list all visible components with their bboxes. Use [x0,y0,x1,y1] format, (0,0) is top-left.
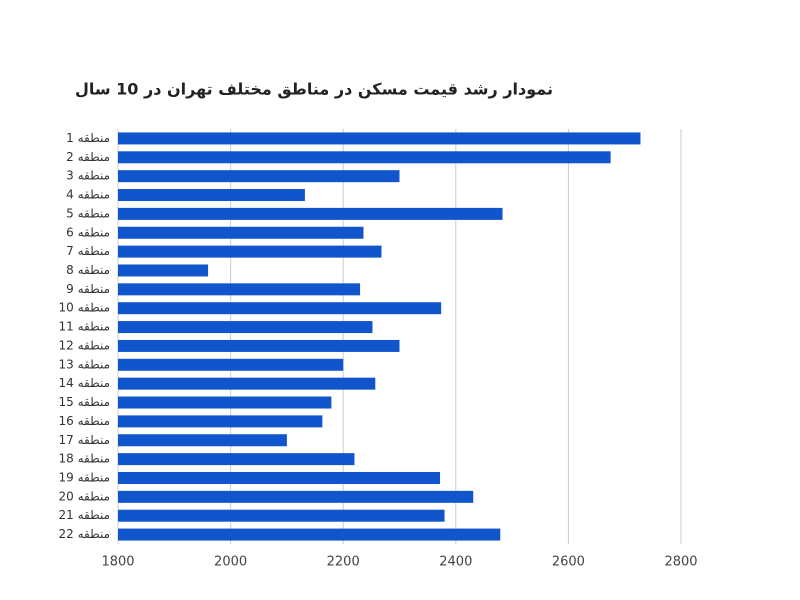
bar [118,339,400,352]
bar [118,358,344,371]
y-tick-label: منطقه 1 [66,131,110,145]
bar [118,396,332,409]
bar [118,321,373,334]
y-tick-label: منطقه 20 [59,489,111,503]
bar [118,132,641,145]
bar [118,415,323,428]
bar [118,528,501,541]
bar [118,264,209,277]
y-tick-label: منطقه 22 [59,527,111,541]
bar [118,207,503,220]
bar [118,509,445,522]
y-tick-label: منطقه 8 [66,263,110,277]
bar [118,226,364,239]
x-tick-label: 2800 [664,555,697,570]
bar [118,170,400,183]
y-tick-label: منطقه 2 [66,150,110,164]
x-tick-label: 2400 [439,555,472,570]
y-tick-label: منطقه 12 [59,338,111,352]
y-tick-label: منطقه 13 [59,357,111,371]
bar [118,377,376,390]
x-tick-label: 1800 [101,555,134,570]
y-tick-label: منطقه 17 [59,433,111,447]
y-tick-label: منطقه 10 [59,301,111,315]
chart-title: نمودار رشد قیمت مسکن در مناطق مختلف تهرا… [75,80,553,99]
y-tick-label: منطقه 9 [66,282,110,296]
bar [118,302,442,315]
y-tick-label: منطقه 19 [59,470,111,484]
y-tick-label: منطقه 3 [66,169,110,183]
x-tick-label: 2200 [327,555,360,570]
x-tick-label: 2600 [552,555,585,570]
y-tick-label: منطقه 16 [59,414,111,428]
bar [118,245,382,258]
bar [118,283,361,296]
y-tick-label: منطقه 5 [66,206,110,220]
y-tick-label: منطقه 6 [66,225,110,239]
bar [118,189,305,202]
y-tick-label: منطقه 7 [66,244,110,258]
y-tick-label: منطقه 21 [59,508,111,522]
x-tick-label: 2000 [214,555,247,570]
bar [118,490,474,503]
bar [118,151,611,164]
bar [118,453,355,466]
y-tick-label: منطقه 11 [59,320,111,334]
bar [118,434,287,447]
y-tick-label: منطقه 15 [59,395,111,409]
y-tick-label: منطقه 18 [59,452,111,466]
y-tick-label: منطقه 14 [59,376,111,390]
bar [118,471,441,484]
y-tick-label: منطقه 4 [66,188,110,202]
